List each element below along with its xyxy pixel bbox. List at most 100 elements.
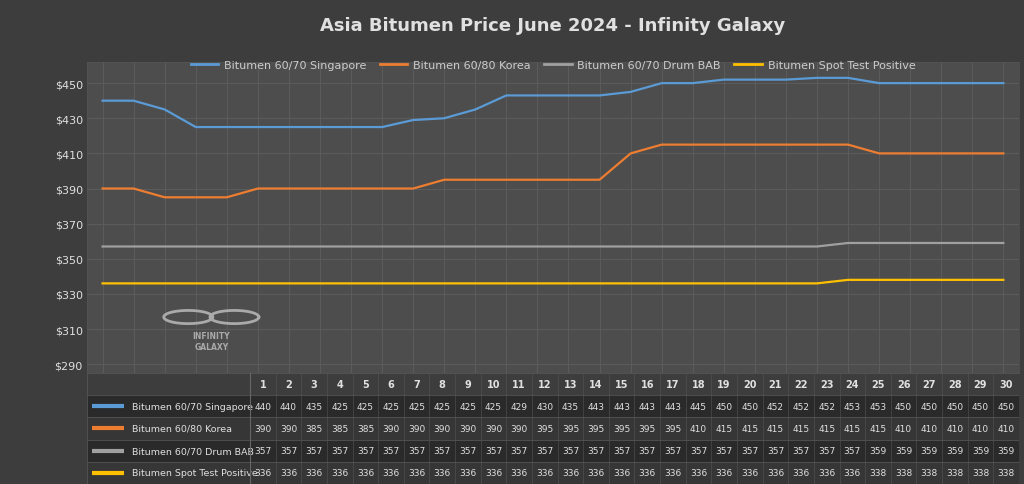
Text: 11: 11 (512, 379, 526, 389)
Bar (87, 373, 1019, 395)
Text: 450: 450 (997, 402, 1015, 411)
Bar (87, 439, 1019, 462)
Text: 357: 357 (511, 446, 527, 455)
Text: 336: 336 (844, 469, 861, 477)
Text: 450: 450 (741, 402, 759, 411)
Text: 21: 21 (769, 379, 782, 389)
Text: 336: 336 (460, 469, 476, 477)
Text: 336: 336 (485, 469, 502, 477)
Text: 28: 28 (948, 379, 962, 389)
Text: 336: 336 (408, 469, 425, 477)
Text: 450: 450 (921, 402, 938, 411)
Text: 8: 8 (439, 379, 445, 389)
Text: 15: 15 (615, 379, 629, 389)
Text: Bitumen 60/70 Singapore: Bitumen 60/70 Singapore (132, 402, 253, 411)
Text: 338: 338 (895, 469, 912, 477)
Text: 9: 9 (465, 379, 471, 389)
Text: 357: 357 (741, 446, 759, 455)
Text: 390: 390 (408, 424, 425, 433)
Text: 425: 425 (332, 402, 348, 411)
Text: 338: 338 (869, 469, 887, 477)
Text: 435: 435 (562, 402, 579, 411)
Bar (87, 418, 1019, 439)
Text: 30: 30 (999, 379, 1013, 389)
Text: Bitumen 60/70 Drum BAB: Bitumen 60/70 Drum BAB (132, 446, 254, 455)
Text: 425: 425 (357, 402, 374, 411)
Text: 357: 357 (690, 446, 708, 455)
Text: INFINITY
GALAXY: INFINITY GALAXY (193, 331, 230, 351)
Text: 4: 4 (337, 379, 343, 389)
Text: 410: 410 (972, 424, 989, 433)
Text: 338: 338 (997, 469, 1015, 477)
Text: 336: 336 (613, 469, 631, 477)
Text: 443: 443 (639, 402, 655, 411)
Text: 22: 22 (795, 379, 808, 389)
Text: 385: 385 (331, 424, 348, 433)
Text: 357: 357 (793, 446, 810, 455)
Text: 16: 16 (641, 379, 654, 389)
Text: 395: 395 (639, 424, 656, 433)
Text: 429: 429 (511, 402, 527, 411)
Text: 452: 452 (767, 402, 784, 411)
Text: 336: 336 (588, 469, 605, 477)
Text: Bitumen Spot Test Positive: Bitumen Spot Test Positive (132, 469, 257, 477)
Text: 336: 336 (639, 469, 656, 477)
Text: 27: 27 (923, 379, 936, 389)
Text: 415: 415 (716, 424, 733, 433)
Text: 357: 357 (818, 446, 836, 455)
Bar (87, 395, 1019, 418)
Text: 336: 336 (511, 469, 527, 477)
Text: 357: 357 (639, 446, 656, 455)
Text: 336: 336 (665, 469, 682, 477)
Text: 357: 357 (460, 446, 476, 455)
Text: 415: 415 (844, 424, 861, 433)
Text: 25: 25 (871, 379, 885, 389)
Text: 359: 359 (997, 446, 1015, 455)
Text: 2: 2 (285, 379, 292, 389)
Text: 415: 415 (793, 424, 810, 433)
Text: 357: 357 (280, 446, 297, 455)
Text: 357: 357 (434, 446, 451, 455)
Text: 395: 395 (613, 424, 631, 433)
Text: 3: 3 (311, 379, 317, 389)
Text: Bitumen 60/80 Korea: Bitumen 60/80 Korea (132, 424, 231, 433)
Text: 357: 357 (613, 446, 631, 455)
Text: 359: 359 (946, 446, 964, 455)
Text: 336: 336 (331, 469, 348, 477)
Text: 453: 453 (869, 402, 887, 411)
Text: 385: 385 (305, 424, 323, 433)
Text: 359: 359 (895, 446, 912, 455)
Text: 415: 415 (741, 424, 759, 433)
Text: 357: 357 (665, 446, 682, 455)
Text: 336: 336 (305, 469, 323, 477)
Text: 410: 410 (997, 424, 1015, 433)
Text: 390: 390 (280, 424, 297, 433)
Text: 357: 357 (408, 446, 425, 455)
Text: 425: 425 (434, 402, 451, 411)
Text: 14: 14 (589, 379, 603, 389)
Text: 5: 5 (362, 379, 369, 389)
Text: 336: 336 (741, 469, 759, 477)
Text: 23: 23 (820, 379, 834, 389)
Text: 415: 415 (818, 424, 836, 433)
Text: 357: 357 (844, 446, 861, 455)
Text: 336: 336 (793, 469, 810, 477)
Text: 410: 410 (895, 424, 912, 433)
Text: 19: 19 (718, 379, 731, 389)
Text: 357: 357 (305, 446, 323, 455)
Text: 410: 410 (690, 424, 708, 433)
Text: 453: 453 (844, 402, 861, 411)
Text: 443: 443 (613, 402, 630, 411)
Text: 357: 357 (562, 446, 579, 455)
Text: 338: 338 (921, 469, 938, 477)
Text: 12: 12 (538, 379, 552, 389)
Text: 395: 395 (562, 424, 579, 433)
Text: 336: 336 (434, 469, 451, 477)
Text: 7: 7 (414, 379, 420, 389)
Text: 450: 450 (716, 402, 733, 411)
Text: 445: 445 (690, 402, 707, 411)
Text: Asia Bitumen Price June 2024 - Infinity Galaxy: Asia Bitumen Price June 2024 - Infinity … (321, 17, 785, 35)
Text: 336: 336 (537, 469, 553, 477)
Text: 430: 430 (537, 402, 553, 411)
Text: 359: 359 (972, 446, 989, 455)
